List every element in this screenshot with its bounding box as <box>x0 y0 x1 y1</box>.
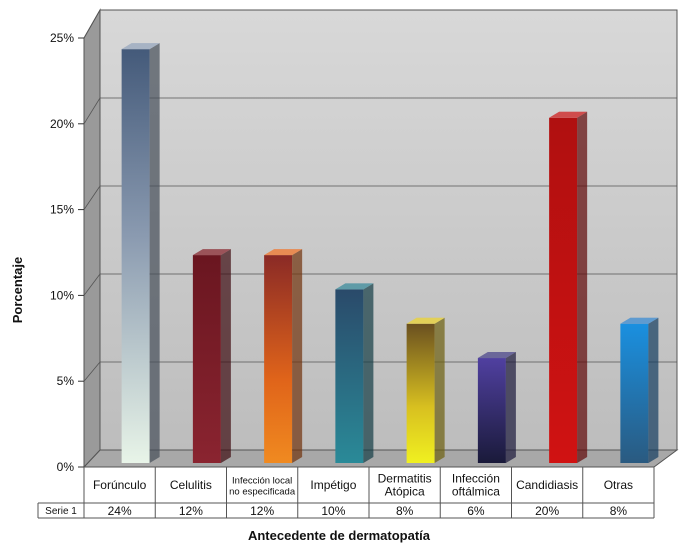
category-label: no especificada <box>229 487 296 498</box>
bar-side <box>363 283 374 463</box>
x-axis-title: Antecedente de dermatopatía <box>248 528 431 543</box>
category-label: Infección local <box>232 476 292 487</box>
bar-top <box>121 43 160 50</box>
bar-top <box>477 352 516 359</box>
bar-side-shade <box>292 249 303 463</box>
bar-side-shade <box>220 249 231 463</box>
y-tick-label: 10% <box>50 288 74 302</box>
bar <box>549 111 588 464</box>
chart-side-wall <box>83 8 101 469</box>
bar-top <box>406 317 445 324</box>
bars <box>121 43 659 464</box>
y-tick-label: 25% <box>50 31 74 45</box>
bar-top <box>335 283 374 290</box>
bar-top <box>192 249 231 256</box>
bar-side-shade <box>149 43 160 463</box>
bar-front <box>406 323 435 463</box>
bar-side <box>648 317 659 463</box>
bar-side-shade <box>505 352 516 463</box>
bar-front <box>192 255 221 463</box>
bar-side <box>505 352 516 463</box>
gridline-side <box>83 97 101 125</box>
y-axis-title: Porcentaje <box>10 257 25 323</box>
bar-side <box>577 111 588 464</box>
bar-side-shade <box>434 317 445 463</box>
bar-side-shade <box>577 111 588 464</box>
gridline-side <box>83 361 101 382</box>
bar <box>121 43 160 463</box>
bar-top <box>264 249 303 256</box>
bar-front <box>264 255 293 463</box>
bar-top-highlight <box>406 317 445 324</box>
y-axis: 0% 5% 10% 15% 20% 25% <box>50 31 84 474</box>
y-tick-label: 5% <box>57 374 75 388</box>
bar-side <box>149 43 160 463</box>
bar-top-highlight <box>549 111 588 118</box>
data-table: Serie 1 Forúnculo 24% Celulitis 12% Infección… <box>37 467 655 519</box>
bar <box>406 317 445 463</box>
category-label: Infección <box>452 472 500 486</box>
data-label: 6% <box>467 504 485 518</box>
y-tick-label: 20% <box>50 117 74 131</box>
bar-front <box>620 323 649 463</box>
bar-top <box>549 111 588 118</box>
data-label: 24% <box>108 504 132 518</box>
bar <box>477 352 516 463</box>
bar <box>264 249 303 463</box>
data-label: 10% <box>321 504 345 518</box>
data-label: 8% <box>610 504 628 518</box>
bar-top-highlight <box>335 283 374 290</box>
category-label: Forúnculo <box>93 478 147 492</box>
bar-top <box>620 317 659 324</box>
category-label: Dermatitis <box>378 472 432 486</box>
bar-top-highlight <box>477 352 516 359</box>
data-label: 12% <box>250 504 274 518</box>
chart-back-wall <box>99 9 678 451</box>
y-tick-label: 15% <box>50 203 74 217</box>
chart-floor <box>82 449 679 468</box>
data-label: 8% <box>396 504 414 518</box>
category-label: Impétigo <box>310 478 356 492</box>
data-label: 20% <box>535 504 559 518</box>
bar-front <box>121 49 150 463</box>
category-label: oftálmica <box>452 485 500 499</box>
bar-side-shade <box>648 317 659 463</box>
gridline-side <box>83 273 101 296</box>
data-label: 12% <box>179 504 203 518</box>
series-name: Serie 1 <box>45 506 77 517</box>
bar <box>335 283 374 463</box>
gridline-side <box>83 185 101 210</box>
bar-front <box>477 358 506 463</box>
bar <box>620 317 659 463</box>
category-label: Celulitis <box>170 478 212 492</box>
bar-side-shade <box>363 283 374 463</box>
category-label: Atópica <box>385 485 425 499</box>
bar <box>192 249 231 463</box>
category-label: Candidiasis <box>516 478 578 492</box>
bar-side <box>220 249 231 463</box>
bar-side <box>292 249 303 463</box>
y-tick-label: 0% <box>57 460 75 474</box>
bar-top-highlight <box>192 249 231 256</box>
bar-top-highlight <box>620 317 659 324</box>
gridline-side <box>83 9 101 39</box>
bar-front <box>335 289 364 463</box>
bar-top-highlight <box>264 249 303 256</box>
category-label: Otras <box>604 478 633 492</box>
bar-top-highlight <box>121 43 160 50</box>
bar-side <box>434 317 445 463</box>
bar-front <box>549 117 578 464</box>
